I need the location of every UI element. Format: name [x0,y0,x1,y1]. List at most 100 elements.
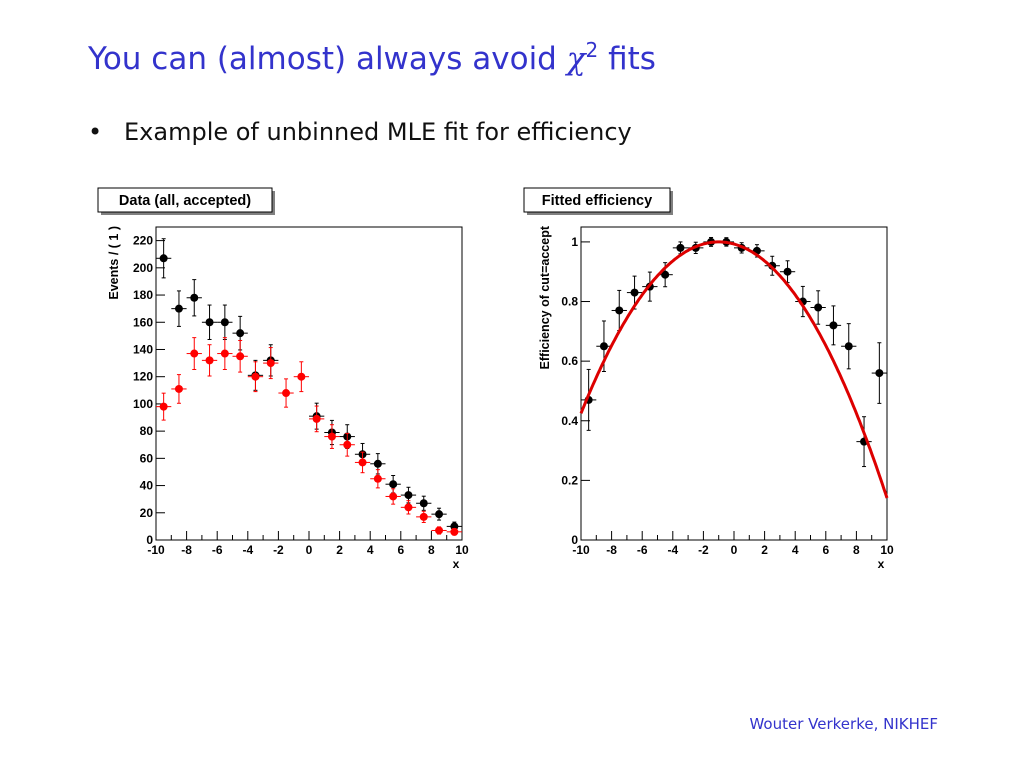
left-series1-point [446,527,462,536]
left-y-tick-label: 220 [133,234,153,248]
right-x-tick-label: 10 [880,543,894,557]
right-x-tick-label: -10 [572,543,590,557]
right-series0-point [871,342,887,404]
left-y-tick-label: 20 [140,506,154,520]
right-x-tick-label: 2 [761,543,768,557]
left-series0-point [431,507,447,521]
left-plot-marks [156,238,462,536]
left-y-tick-label: 0 [146,533,153,547]
title-tail: fits [598,41,656,77]
left-series1-point [339,432,355,457]
left-series0-point [156,238,172,279]
right-y-tick-label: 0.2 [561,473,578,487]
right-x-tick-label: 4 [792,543,799,557]
right-title-box: Fitted efficiency [523,187,673,215]
left-series0-point [201,304,218,340]
left-series1-point [431,526,447,535]
left-x-tick-label: 4 [367,543,374,557]
left-series0-point [416,495,432,511]
right-axes: -10 -8 -6 -4 -2 0 2 4 6 8 10 0 0.2 0.4 0.6 0.8 1 [561,235,894,557]
left-x-tick-label: 8 [428,543,435,557]
right-plot-title: Fitted efficiency [542,193,652,209]
left-series1-point [232,339,248,373]
left-series1-point [293,361,309,393]
left-series1-point [247,361,264,393]
right-x-tick-label: -8 [606,543,617,557]
left-x-tick-label: 6 [397,543,404,557]
left-series1-point [324,424,340,449]
left-series1-point [217,337,233,370]
slide-title: You can (almost) always avoid χ2 fits [88,38,656,77]
left-series1-point [171,374,187,404]
left-series1-point [400,500,417,515]
left-x-tick-label: -8 [181,543,192,557]
left-series0-point [400,486,417,504]
right-series0-point [611,289,627,332]
left-series1-point [186,337,202,370]
right-x-tick-label: 0 [731,543,738,557]
right-series0-point [841,323,857,370]
right-x-tick-label: -2 [698,543,709,557]
right-series0-point [825,305,842,346]
right-series0-point [795,285,811,318]
left-series0-point [217,304,233,340]
left-x-tick-label: -6 [212,543,223,557]
right-fit-curve [579,240,889,499]
chi-symbol: χ [566,41,586,77]
left-x-tick-label: 2 [336,543,343,557]
left-title-box: Data (all, accepted) [97,187,275,215]
left-y-tick-label: 100 [133,397,153,411]
right-x-tick-label: 8 [853,543,860,557]
right-y-tick-label: 0.8 [561,295,578,309]
left-series0-point [186,279,202,317]
bullet-item: • Example of unbinned MLE fit for efficie… [88,118,632,146]
title-text: You can (almost) always avoid [88,41,567,77]
right-y-axis-label: Efficiency of cut=accept [538,225,552,369]
left-series0-point [171,290,187,327]
right-plot-frame [580,226,888,541]
left-y-tick-label: 180 [133,288,153,302]
left-y-tick-label: 40 [140,479,154,493]
right-series0-point [810,290,826,325]
bullet-text: Example of unbinned MLE fit for efficien… [124,118,632,146]
right-x-tick-label: 6 [822,543,829,557]
left-series1-point [156,392,172,421]
left-y-tick-label: 120 [133,370,153,384]
footer-author: Wouter Verkerke, NIKHEF [749,715,938,733]
left-x-tick-label: -10 [147,543,165,557]
left-series1-point [370,469,386,489]
left-y-axis-label: Events / ( 1 ) [107,226,121,300]
right-x-tick-label: -6 [637,543,648,557]
left-series1-point [278,378,294,408]
left-y-tick-label: 160 [133,315,153,329]
right-y-tick-label: 1 [571,235,578,249]
left-plot-title: Data (all, accepted) [119,193,251,209]
left-plot-frame [155,226,463,541]
left-y-tick-label: 80 [140,424,154,438]
right-x-tick-label: -4 [667,543,678,557]
right-y-tick-label: 0.4 [561,414,578,428]
bullet-icon: • [88,118,103,146]
right-series0-point [779,260,796,284]
left-x-axis-label: x [453,557,460,571]
left-axes: -10 -8 -6 -4 -2 0 2 4 6 8 100204060801001201401601… [133,234,469,557]
left-series1-point [201,344,218,377]
left-x-tick-label: -2 [273,543,284,557]
right-x-axis-label: x [878,557,885,571]
left-x-tick-label: 10 [455,543,469,557]
right-y-tick-label: 0 [571,533,578,547]
right-plot-marks [579,236,889,499]
left-y-tick-label: 60 [140,451,154,465]
left-series1-point [263,347,279,380]
right-y-tick-label: 0.6 [561,354,578,368]
left-series1-point [309,405,325,433]
left-series1-point [416,510,432,523]
left-x-tick-label: 0 [306,543,313,557]
chi-exponent: 2 [585,38,599,62]
left-y-tick-label: 200 [133,261,153,275]
left-x-tick-label: -4 [242,543,253,557]
right-series0-point [596,320,612,373]
left-series1-point [354,451,371,474]
right-series0-point [856,416,872,468]
